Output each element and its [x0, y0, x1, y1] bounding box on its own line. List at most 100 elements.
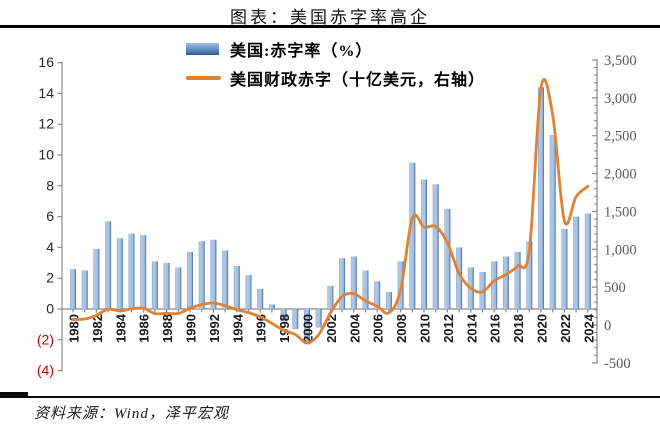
bar-2004	[350, 256, 357, 309]
left-axis-labels: 16 14 12 10 8 6 4 2 0 (2) (4)	[37, 54, 54, 378]
bar-1985	[128, 233, 135, 309]
line-series-swatch	[186, 76, 221, 80]
bar-1999	[292, 309, 299, 329]
bar-1998	[280, 309, 287, 322]
bar-2003	[339, 258, 346, 309]
title-rule	[0, 25, 660, 28]
bar-2024	[584, 213, 591, 309]
svg-text:3,000: 3,000	[604, 91, 637, 107]
bar-1986	[140, 235, 147, 309]
bar-1991	[198, 241, 205, 309]
svg-text:(4): (4)	[37, 362, 54, 378]
bar-2016	[491, 261, 498, 309]
right-axis-labels: 3,500 3,000 2,500 2,000 1,500 1,000 500 0 -500	[604, 53, 637, 372]
bar-series	[70, 87, 591, 345]
svg-text:(2): (2)	[37, 331, 54, 347]
chart-legend: 美国:赤字率（%） 美国财政赤字（十亿美元，右轴）	[186, 38, 485, 96]
bar-1992	[210, 239, 217, 309]
svg-text:1980: 1980	[67, 314, 82, 343]
legend-bar-label: 美国:赤字率（%）	[230, 43, 373, 60]
bar-2017	[502, 256, 509, 309]
bar-1984	[116, 238, 123, 309]
bar-2009	[409, 162, 416, 309]
bar-2020	[538, 87, 544, 309]
svg-text:2024: 2024	[581, 313, 596, 343]
svg-text:2020: 2020	[535, 314, 550, 343]
bar-2001	[315, 309, 322, 328]
svg-text:1988: 1988	[160, 314, 175, 343]
svg-text:2004: 2004	[347, 313, 362, 343]
svg-text:8: 8	[46, 177, 54, 193]
bar-1990	[187, 252, 193, 309]
svg-text:2018: 2018	[511, 314, 526, 343]
svg-text:2022: 2022	[558, 314, 573, 343]
bar-2019	[526, 241, 533, 309]
bar-2022	[561, 228, 568, 309]
bar-2007	[385, 292, 392, 309]
svg-text:2016: 2016	[488, 314, 503, 343]
svg-text:1984: 1984	[113, 313, 128, 343]
svg-text:2010: 2010	[418, 314, 433, 343]
bar-2011	[432, 184, 439, 309]
svg-text:1,000: 1,000	[604, 242, 637, 258]
bar-series-swatch	[186, 43, 219, 55]
svg-text:2,000: 2,000	[604, 167, 637, 183]
svg-text:1998: 1998	[277, 314, 292, 343]
svg-text:1986: 1986	[137, 314, 152, 343]
svg-text:2006: 2006	[371, 314, 386, 343]
svg-text:2014: 2014	[464, 313, 479, 343]
bar-2018	[514, 252, 521, 309]
svg-text:6: 6	[46, 208, 54, 224]
svg-text:12: 12	[38, 116, 54, 132]
svg-text:1996: 1996	[254, 314, 269, 343]
bar-1997	[268, 304, 275, 309]
bar-1996	[257, 289, 264, 309]
svg-text:0: 0	[46, 301, 54, 317]
svg-text:1,500: 1,500	[604, 204, 637, 220]
x-axis-labels: 1980 1982 1984 1986 1988 1990 1992 1994 1996 1998…	[67, 313, 597, 343]
footer-accent	[0, 392, 28, 397]
legend-line-label: 美国财政赤字（十亿美元，右轴）	[230, 72, 486, 89]
bar-2023	[573, 216, 580, 309]
bar-2013	[456, 247, 463, 309]
line-series	[71, 78, 590, 345]
bar-1983	[105, 221, 112, 309]
bar-1995	[245, 275, 252, 309]
bar-1993	[222, 250, 229, 309]
svg-text:1992: 1992	[207, 314, 222, 343]
bar-2005	[362, 270, 369, 309]
bar-1989	[175, 267, 182, 309]
svg-text:-500: -500	[604, 356, 631, 372]
svg-text:2: 2	[46, 270, 54, 286]
source-note: 资料来源：Wind，泽平宏观	[34, 406, 229, 422]
svg-text:14: 14	[38, 85, 54, 101]
svg-text:3,500: 3,500	[604, 53, 637, 69]
footer-rule	[0, 396, 660, 398]
svg-text:2012: 2012	[441, 314, 456, 343]
bar-2012	[444, 208, 451, 309]
svg-text:10: 10	[38, 147, 54, 163]
bar-1982	[93, 248, 100, 309]
right-axis	[592, 59, 598, 364]
svg-text:2008: 2008	[394, 314, 409, 343]
bar-2002	[327, 285, 334, 309]
bar-2006	[374, 281, 381, 309]
svg-text:1990: 1990	[184, 314, 199, 343]
svg-text:16: 16	[38, 54, 54, 70]
bar-1988	[163, 262, 170, 309]
svg-text:2002: 2002	[324, 314, 339, 343]
bar-2000	[304, 309, 310, 345]
svg-text:1994: 1994	[230, 313, 245, 343]
svg-text:2000: 2000	[301, 314, 316, 343]
left-axis	[57, 61, 63, 372]
bar-1987	[151, 261, 158, 309]
bar-2010	[421, 179, 427, 309]
svg-text:1982: 1982	[90, 314, 105, 343]
svg-text:0: 0	[604, 318, 611, 334]
bar-1981	[81, 270, 88, 309]
legend-item-fiscal-deficit: 美国财政赤字（十亿美元，右轴）	[186, 67, 485, 89]
bar-1994	[233, 265, 240, 309]
svg-text:2,500: 2,500	[604, 129, 637, 145]
